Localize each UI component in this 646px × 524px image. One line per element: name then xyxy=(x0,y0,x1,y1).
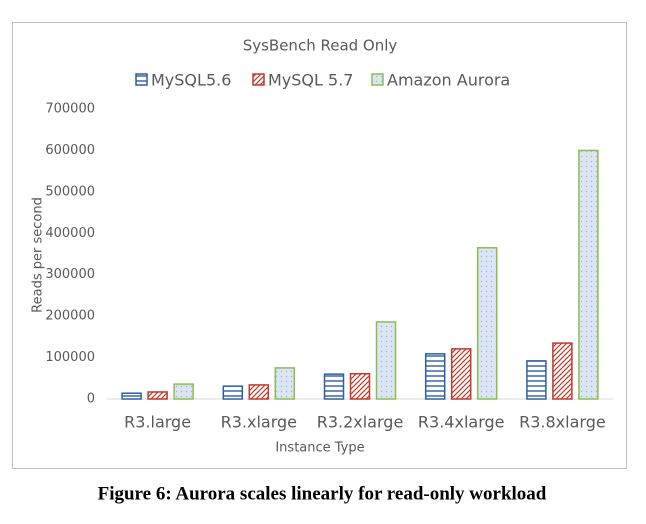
bar xyxy=(450,348,472,400)
y-tick-label: 200000 xyxy=(45,309,95,324)
x-tick-label: R3.xlarge xyxy=(221,413,297,432)
chart-title: SysBench Read Only xyxy=(243,37,398,55)
bar xyxy=(476,247,498,400)
legend-swatch xyxy=(252,73,265,86)
bar xyxy=(424,353,446,400)
x-tick-label: R3.2xlarge xyxy=(317,413,404,432)
bar xyxy=(121,392,142,400)
y-axis-title: Reads per second xyxy=(31,197,46,313)
bar xyxy=(578,149,599,400)
y-tick-label: 600000 xyxy=(45,143,95,158)
y-tick-label: 300000 xyxy=(45,267,95,282)
bar xyxy=(552,342,573,400)
legend-label: Amazon Aurora xyxy=(387,71,510,90)
bar xyxy=(173,383,194,400)
x-axis-title: Instance Type xyxy=(275,441,364,456)
bar xyxy=(248,384,270,400)
y-tick-label: 500000 xyxy=(45,184,95,199)
chart-frame xyxy=(12,22,627,469)
x-tick-label: R3.large xyxy=(124,413,191,432)
bar xyxy=(526,360,547,400)
legend-swatch xyxy=(135,73,148,86)
legend-label: MySQL5.6 xyxy=(151,71,231,90)
bar xyxy=(147,391,168,400)
bar xyxy=(222,385,244,400)
y-tick-label: 700000 xyxy=(45,102,95,117)
figure-caption: Figure 6: Aurora scales linearly for rea… xyxy=(98,483,547,504)
bar xyxy=(323,373,345,400)
x-tick-label: R3.4xlarge xyxy=(418,413,505,432)
legend-label: MySQL 5.7 xyxy=(268,71,353,90)
x-tick-label: R3.8xlarge xyxy=(519,413,606,432)
legend-swatch xyxy=(371,73,384,86)
bar xyxy=(274,367,296,400)
y-tick-label: 400000 xyxy=(45,226,95,241)
y-tick-label: 0 xyxy=(87,392,95,407)
y-tick-label: 100000 xyxy=(45,350,95,365)
bar xyxy=(349,372,371,400)
bar xyxy=(375,321,397,400)
